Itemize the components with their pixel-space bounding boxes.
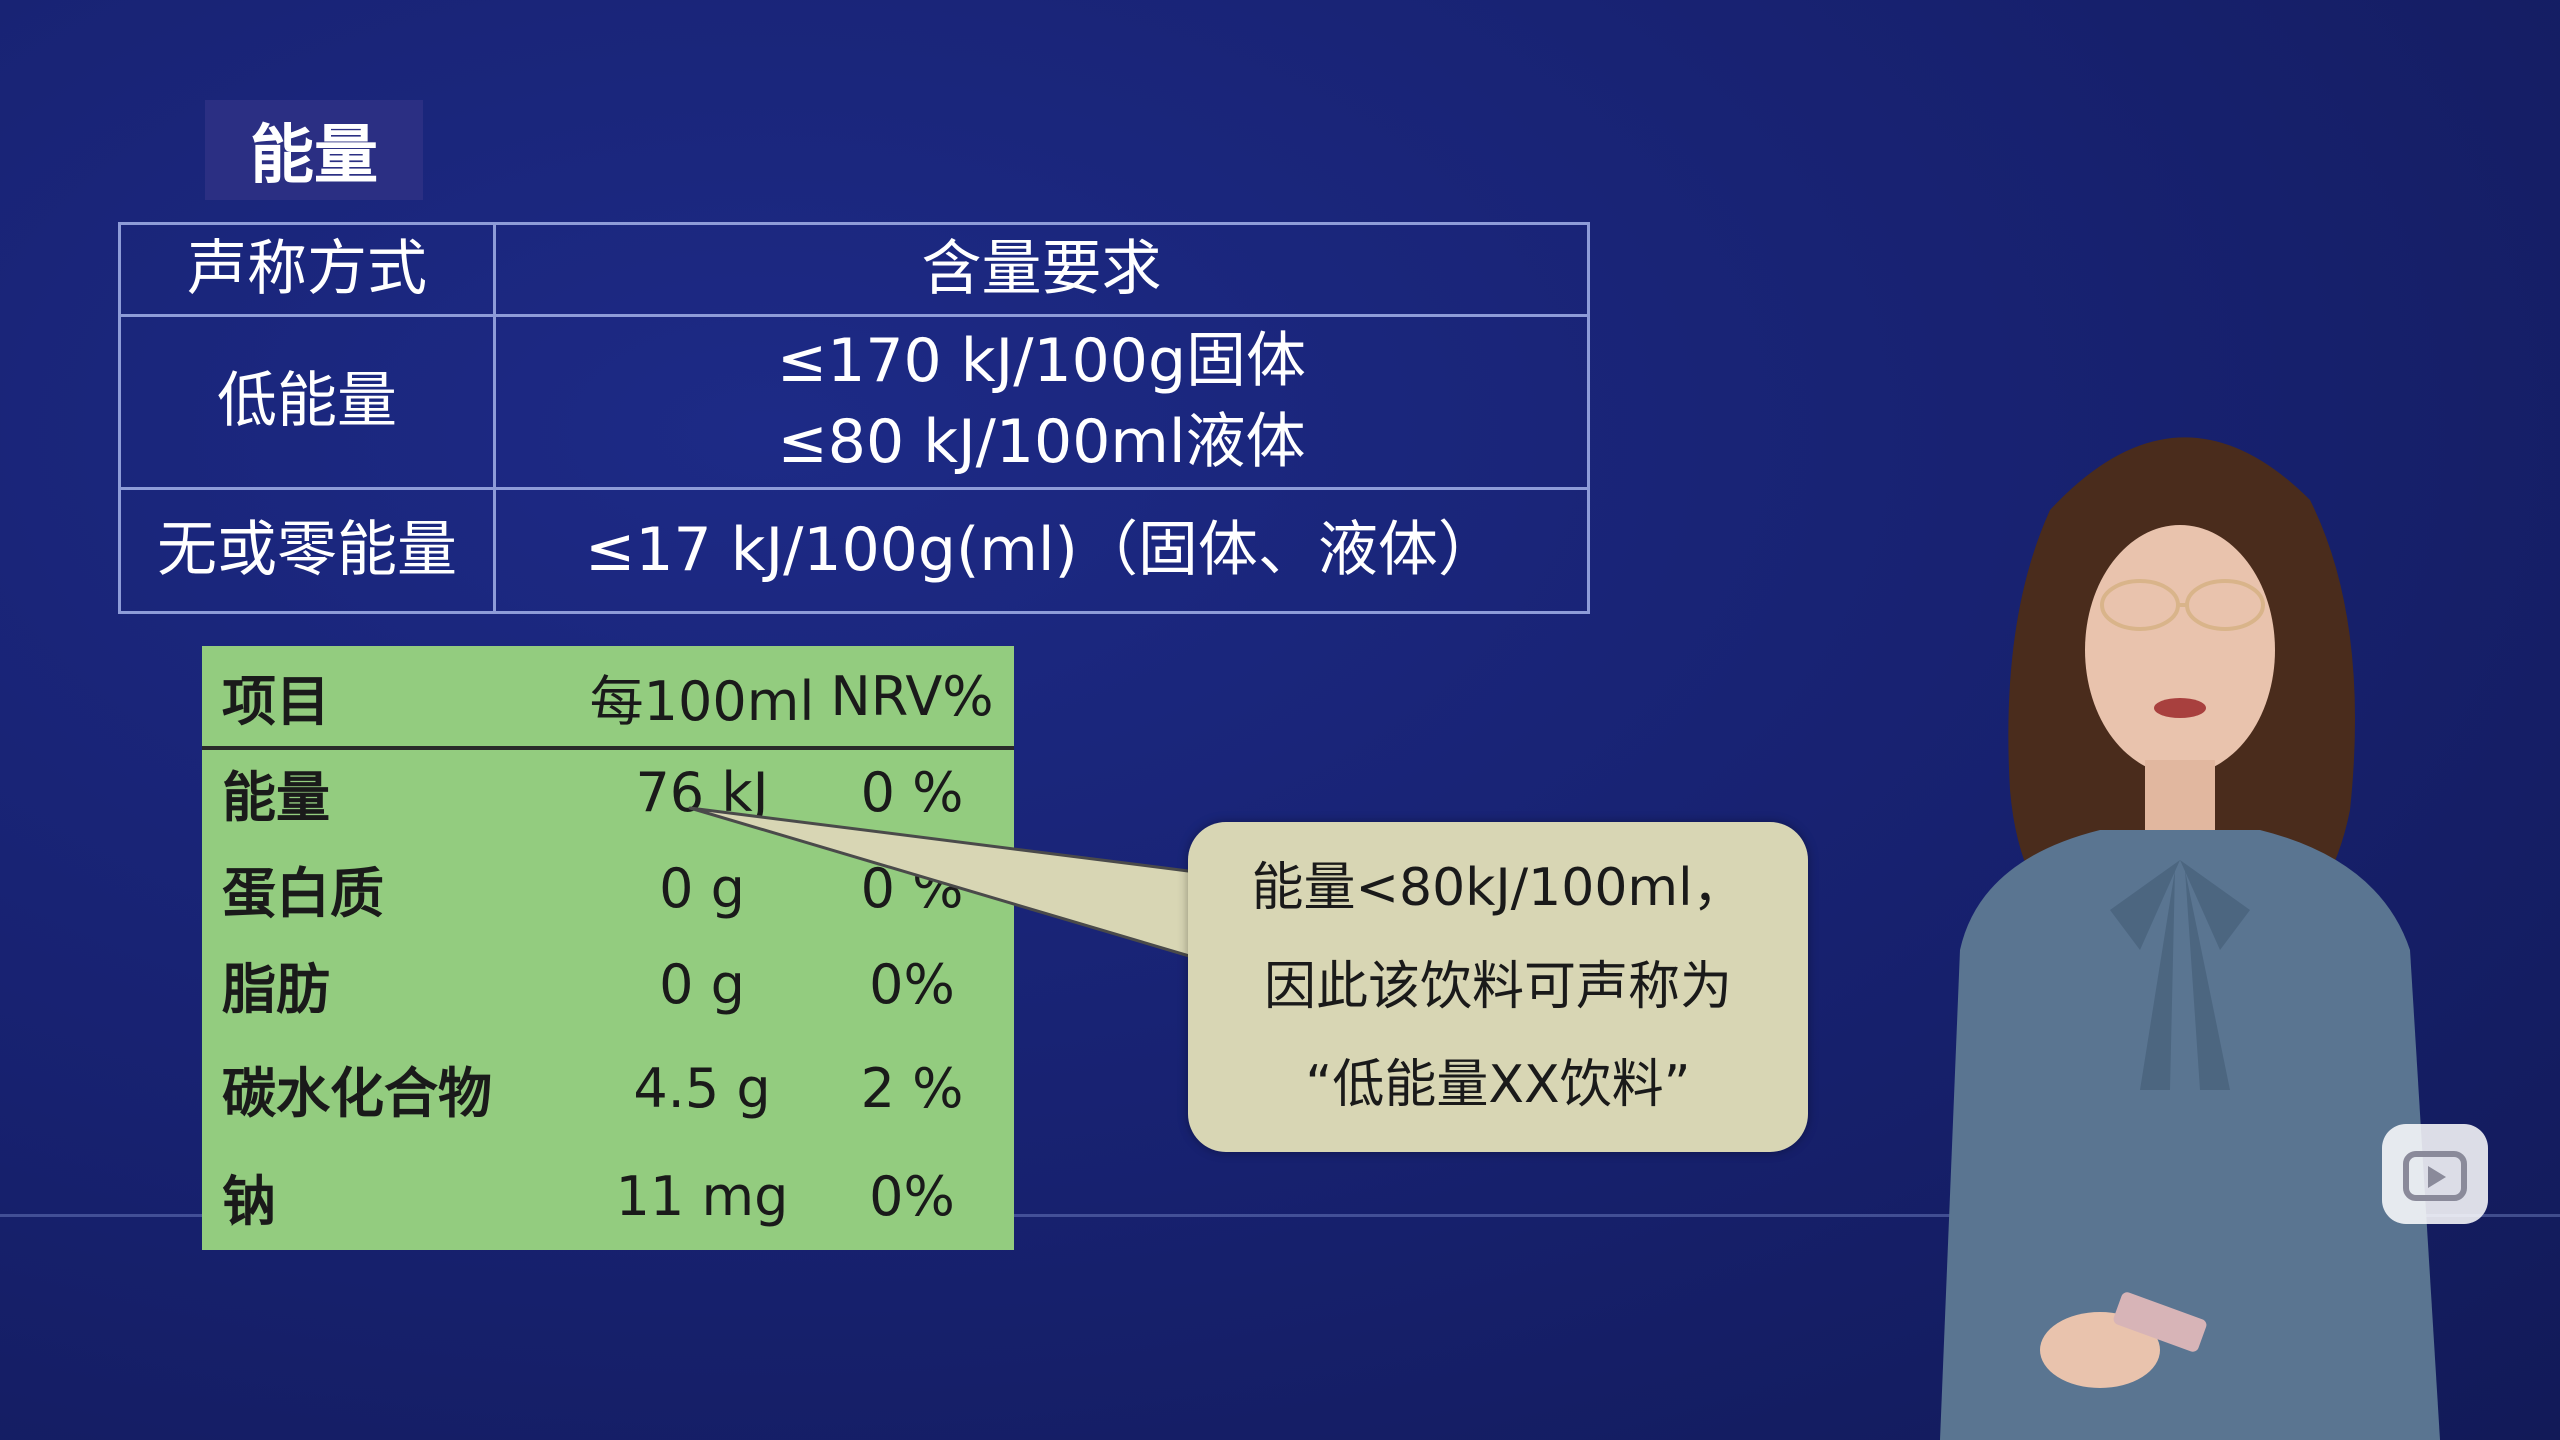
nutrient-amount: 4.5 g	[633, 1056, 771, 1120]
presenter-figure	[1940, 437, 2440, 1440]
nutrient-amount: 0 g	[659, 952, 745, 1016]
section-title: 能量	[205, 100, 423, 200]
nutrient-name: 钠	[222, 1169, 276, 1233]
nutrient-name: 能量	[222, 765, 330, 829]
callout-line: 因此该饮料可声称为	[1263, 956, 1732, 1017]
claim-cell: 低能量	[118, 314, 496, 490]
requirement-line: ≤170 kJ/100g固体	[776, 325, 1307, 396]
play-icon	[2403, 1151, 2467, 1201]
nutrient-name: 脂肪	[222, 957, 330, 1021]
header-requirement: 含量要求	[493, 221, 1590, 318]
requirement-row: 无或零能量 ≤17 kJ/100g(ml)（固体、液体）	[118, 486, 1590, 615]
requirement-table: 声称方式 含量要求 低能量 ≤170 kJ/100g固体 ≤80 kJ/100m…	[118, 221, 1590, 615]
header-amount: 每100ml	[589, 669, 815, 733]
nutrition-row: 碳水化合物 4.5 g 2 %	[202, 1048, 1014, 1128]
video-play-button[interactable]	[2382, 1124, 2488, 1224]
requirement-cell: ≤170 kJ/100g固体 ≤80 kJ/100ml液体	[493, 314, 1590, 490]
claim-cell: 无或零能量	[118, 486, 496, 615]
nutrient-name: 蛋白质	[222, 861, 384, 925]
header-nrv: NRV%	[830, 664, 994, 728]
nutrition-row: 钠 11 mg 0%	[202, 1156, 1014, 1236]
requirement-cell: ≤17 kJ/100g(ml)（固体、液体）	[493, 486, 1590, 615]
nutrient-amount: 0 g	[659, 856, 745, 920]
nutrient-nrv: 0%	[869, 952, 955, 1016]
requirement-row: 低能量 ≤170 kJ/100g固体 ≤80 kJ/100ml液体	[118, 314, 1590, 490]
nutrition-header-row: 项目 每100ml NRV%	[202, 646, 1014, 750]
callout-bubble: 能量<80kJ/100ml， 因此该饮料可声称为 “低能量XX饮料”	[1188, 822, 1808, 1152]
nutrition-row: 脂肪 0 g 0%	[202, 944, 1014, 1024]
nutrient-name: 碳水化合物	[222, 1061, 492, 1125]
requirement-line: ≤80 kJ/100ml液体	[777, 406, 1306, 477]
nutrient-nrv: 0%	[869, 1164, 955, 1228]
nutrient-nrv: 0 %	[860, 760, 964, 824]
requirement-header-row: 声称方式 含量要求	[118, 221, 1590, 318]
nutrient-amount: 11 mg	[615, 1164, 789, 1228]
requirement-line: ≤17 kJ/100g(ml)（固体、液体）	[585, 514, 1498, 585]
nutrition-row: 能量 76 kJ 0 %	[202, 752, 1014, 832]
callout-line: “低能量XX饮料”	[1305, 1055, 1691, 1116]
header-item: 项目	[222, 669, 330, 733]
board-edge-line	[0, 1214, 2560, 1217]
nutrition-label: 项目 每100ml NRV% 能量 76 kJ 0 % 蛋白质 0 g 0 % …	[202, 646, 1014, 1250]
nutrient-nrv: 2 %	[860, 1056, 964, 1120]
header-claim: 声称方式	[118, 221, 496, 318]
callout-line: 能量<80kJ/100ml，	[1251, 857, 1745, 918]
